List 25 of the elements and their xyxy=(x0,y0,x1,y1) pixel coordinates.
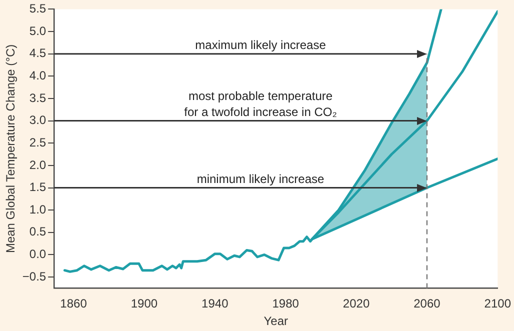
ref-line-label: most probable temperature for a twofold increase in CO₂ xyxy=(184,88,338,119)
x-tick-label: 2100 xyxy=(484,296,512,311)
y-tick-label: 5.0 xyxy=(29,24,46,38)
x-tick-label: 1980 xyxy=(272,296,300,311)
y-tick-label: 1.5 xyxy=(29,180,46,194)
x-axis-title: Year xyxy=(264,314,288,328)
y-tick-label: 2.0 xyxy=(29,158,46,172)
y-tick-label: 4.5 xyxy=(29,46,46,60)
y-tick-label: 2.5 xyxy=(29,135,46,150)
x-tick-label: 2060 xyxy=(414,296,441,311)
x-tick-label: 1860 xyxy=(60,296,88,311)
ref-line-label: maximum likely increase xyxy=(195,38,326,52)
y-tick-label: 4.0 xyxy=(29,68,46,82)
y-tick-label: 3.5 xyxy=(29,90,46,105)
y-tick-label: 5.5 xyxy=(29,2,46,16)
x-tick-label: 1940 xyxy=(202,296,229,311)
x-tick-label: 2020 xyxy=(342,296,370,311)
x-tick-label: 1900 xyxy=(130,296,158,311)
y-axis-title: Mean Global Temperature Change (°C) xyxy=(4,44,18,254)
y-tick-label: 3.0 xyxy=(29,113,46,128)
ref-line-label: minimum likely increase xyxy=(196,172,325,186)
y-tick-label: 0.0 xyxy=(29,247,46,262)
y-tick-label: 1.0 xyxy=(29,202,46,216)
y-tick-label: −0.5 xyxy=(22,269,46,284)
y-tick-label: 0.5 xyxy=(29,224,46,239)
